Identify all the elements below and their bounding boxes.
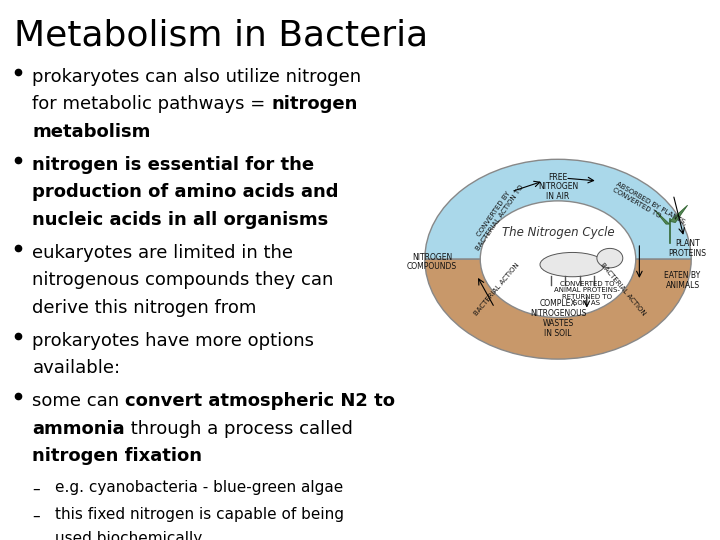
Ellipse shape xyxy=(540,253,605,276)
Circle shape xyxy=(597,248,623,268)
Text: some can: some can xyxy=(32,392,125,410)
Text: nitrogenous compounds they can: nitrogenous compounds they can xyxy=(32,271,334,289)
Text: prokaryotes can also utilize nitrogen: prokaryotes can also utilize nitrogen xyxy=(32,68,361,85)
Text: –: – xyxy=(32,482,40,497)
Text: metabolism: metabolism xyxy=(32,123,150,140)
Text: EATEN BY
ANIMALS: EATEN BY ANIMALS xyxy=(665,272,701,290)
Wedge shape xyxy=(425,159,691,259)
Wedge shape xyxy=(425,259,691,359)
Text: BACTERIAL ACTION: BACTERIAL ACTION xyxy=(473,261,521,316)
Text: COMPLEX
NITROGENOUS
WASTES
IN SOIL: COMPLEX NITROGENOUS WASTES IN SOIL xyxy=(530,299,586,338)
Text: used biochemically: used biochemically xyxy=(55,531,203,540)
Text: nitrogen is essential for the: nitrogen is essential for the xyxy=(32,156,315,173)
Text: BACTERIAL ACTION: BACTERIAL ACTION xyxy=(599,261,647,316)
Polygon shape xyxy=(670,205,688,222)
Text: CONVERTED BY
BACTERIAL ACTION TO: CONVERTED BY BACTERIAL ACTION TO xyxy=(469,180,524,252)
Text: production of amino acids and: production of amino acids and xyxy=(32,183,339,201)
Text: through a process called: through a process called xyxy=(125,420,353,437)
Text: convert atmospheric N2 to: convert atmospheric N2 to xyxy=(125,392,395,410)
Text: eukaryotes are limited in the: eukaryotes are limited in the xyxy=(32,244,294,261)
Text: nitrogen: nitrogen xyxy=(271,95,358,113)
Text: nucleic acids in all organisms: nucleic acids in all organisms xyxy=(32,211,328,228)
Text: ammonia: ammonia xyxy=(32,420,125,437)
Text: this fixed nitrogen is capable of being: this fixed nitrogen is capable of being xyxy=(55,507,344,522)
Text: FREE
NITROGEN
IN AIR: FREE NITROGEN IN AIR xyxy=(538,173,578,201)
Text: for metabolic pathways =: for metabolic pathways = xyxy=(32,95,271,113)
Polygon shape xyxy=(655,211,670,224)
Text: Metabolism in Bacteria: Metabolism in Bacteria xyxy=(14,19,428,53)
Text: ABSORBED BY PLANTS,
CONVERTED TO: ABSORBED BY PLANTS, CONVERTED TO xyxy=(612,181,688,232)
Text: PLANT
PROTEINS: PLANT PROTEINS xyxy=(669,239,706,258)
Text: nitrogen fixation: nitrogen fixation xyxy=(32,447,202,465)
Text: CONVERTED TO
ANIMAL PROTEINS-
RETURNED TO
SOIL AS: CONVERTED TO ANIMAL PROTEINS- RETURNED T… xyxy=(554,281,620,306)
Text: derive this nitrogen from: derive this nitrogen from xyxy=(32,299,257,316)
Text: e.g. cyanobacteria - blue-green algae: e.g. cyanobacteria - blue-green algae xyxy=(55,480,343,495)
Text: NITROGEN
COMPOUNDS: NITROGEN COMPOUNDS xyxy=(407,253,457,271)
Text: available:: available: xyxy=(32,359,120,377)
Text: –: – xyxy=(32,509,40,524)
Text: prokaryotes have more options: prokaryotes have more options xyxy=(32,332,315,349)
Text: The Nitrogen Cycle: The Nitrogen Cycle xyxy=(502,226,614,239)
